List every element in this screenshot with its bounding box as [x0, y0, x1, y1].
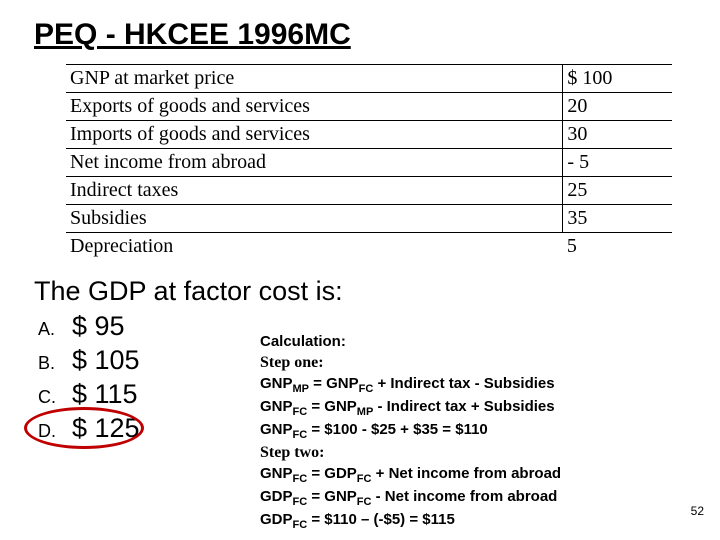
answer-letter: A.	[34, 319, 72, 340]
table-cell-value: 5	[563, 233, 672, 261]
table-cell-label: Net income from abroad	[66, 149, 563, 177]
question-text: The GDP at factor cost is:	[34, 276, 692, 307]
table-cell-label: Indirect taxes	[66, 177, 563, 205]
calc-step1-label: Step one:	[260, 352, 561, 374]
data-table: GNP at market price$ 100Exports of goods…	[66, 64, 672, 260]
table-cell-value: 30	[563, 121, 672, 149]
answer-text: $ 95	[72, 311, 125, 342]
calc-step2c: GDPFC = $110 – (-$5) = $115	[260, 510, 561, 533]
calc-step2a: GNPFC = GDPFC + Net income from abroad	[260, 464, 561, 487]
table-row: GNP at market price$ 100	[66, 65, 672, 93]
table-cell-value: 35	[563, 205, 672, 233]
answer-letter: D.	[34, 421, 72, 442]
table-row: Indirect taxes25	[66, 177, 672, 205]
table-cell-value: - 5	[563, 149, 672, 177]
table-row: Subsidies35	[66, 205, 672, 233]
table-cell-label: Subsidies	[66, 205, 563, 233]
page-number: 52	[691, 504, 704, 518]
calculation-box: Calculation: Step one: GNPMP = GNPFC + I…	[260, 332, 561, 533]
calc-step1c: GNPFC = $100 - $25 + $35 = $110	[260, 420, 561, 443]
table-cell-value: 25	[563, 177, 672, 205]
table-cell-label: GNP at market price	[66, 65, 563, 93]
answer-text: $ 105	[72, 345, 140, 376]
table-row: Imports of goods and services30	[66, 121, 672, 149]
data-table-wrap: GNP at market price$ 100Exports of goods…	[66, 64, 672, 260]
calc-step2-label: Step two:	[260, 442, 561, 464]
page-title: PEQ - HKCEE 1996MC	[34, 18, 692, 52]
table-row: Exports of goods and services20	[66, 93, 672, 121]
table-row: Net income from abroad- 5	[66, 149, 672, 177]
table-cell-label: Imports of goods and services	[66, 121, 563, 149]
table-cell-value: $ 100	[563, 65, 672, 93]
table-cell-label: Depreciation	[66, 233, 563, 261]
answer-letter: C.	[34, 387, 72, 408]
calc-step2b: GDPFC = GNPFC - Net income from abroad	[260, 487, 561, 510]
calc-step1b: GNPFC = GNPMP - Indirect tax + Subsidies	[260, 397, 561, 420]
answer-text: $ 115	[72, 379, 138, 410]
answer-text: $ 125	[72, 413, 140, 444]
table-cell-label: Exports of goods and services	[66, 93, 563, 121]
table-row: Depreciation5	[66, 233, 672, 261]
table-cell-value: 20	[563, 93, 672, 121]
answer-letter: B.	[34, 353, 72, 374]
calc-step1a: GNPMP = GNPFC + Indirect tax - Subsidies	[260, 374, 561, 397]
calc-heading: Calculation:	[260, 332, 561, 352]
